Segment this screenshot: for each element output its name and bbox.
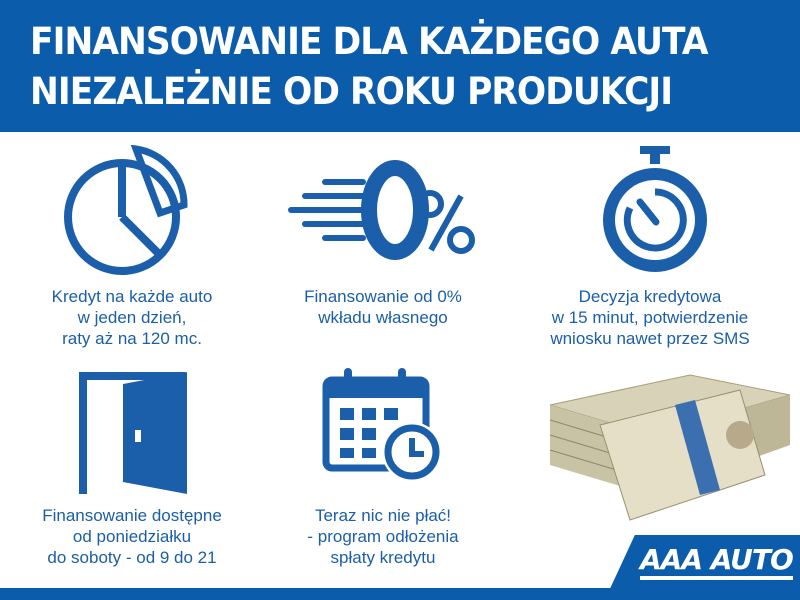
feature-caption-zero-percent: Finansowanie od 0% wkładu własnego xyxy=(263,286,503,328)
caption-line: Kredyt na każde auto xyxy=(51,287,213,306)
header-banner xyxy=(0,0,800,132)
caption-line: Decyzja kredytowa xyxy=(578,287,722,306)
calendar-clock-icon xyxy=(322,368,442,482)
caption-line: Finansowanie od 0% xyxy=(304,287,462,306)
feature-caption-defer: Teraz nic nie płać! - program odłożenia … xyxy=(263,505,503,568)
caption-line: spłaty kredytu xyxy=(330,548,436,567)
caption-line: od poniedziałku xyxy=(72,527,192,546)
caption-line: raty aż na 120 mc. xyxy=(62,329,202,348)
stopwatch-icon xyxy=(603,146,707,272)
headline-line-2: NIEZALEŻNIE OD ROKU PRODUKCJI xyxy=(30,70,673,113)
brand-logo: AAA AUTO xyxy=(640,544,794,580)
feature-caption-decision: Decyzja kredytowa w 15 minut, potwierdze… xyxy=(530,286,770,349)
caption-line: - program odłożenia xyxy=(307,527,459,546)
caption-line: w 15 minut, potwierdzenie xyxy=(551,308,749,327)
feature-caption-hours: Finansowanie dostępne od poniedziałku do… xyxy=(12,505,252,568)
caption-line: Finansowanie dostępne xyxy=(42,506,222,525)
pie-chart-icon xyxy=(64,145,188,275)
brand-logo-background xyxy=(608,535,800,593)
caption-line: w jeden dzień, xyxy=(77,308,187,327)
footer-bar xyxy=(0,588,800,600)
headline-line-1: FINANSOWANIE DLA KAŻDEGO AUTA xyxy=(30,20,708,63)
caption-line: wkładu własnego xyxy=(318,308,448,327)
caption-line: wniosku nawet przez SMS xyxy=(550,329,750,348)
banknotes-stack-image xyxy=(549,374,791,521)
caption-line: do soboty - od 9 do 21 xyxy=(47,548,217,567)
caption-line: Teraz nic nie płać! xyxy=(314,506,452,525)
open-door-icon xyxy=(79,372,187,494)
feature-caption-credit: Kredyt na każde auto w jeden dzień, raty… xyxy=(12,286,252,349)
zero-percent-icon xyxy=(288,160,475,260)
